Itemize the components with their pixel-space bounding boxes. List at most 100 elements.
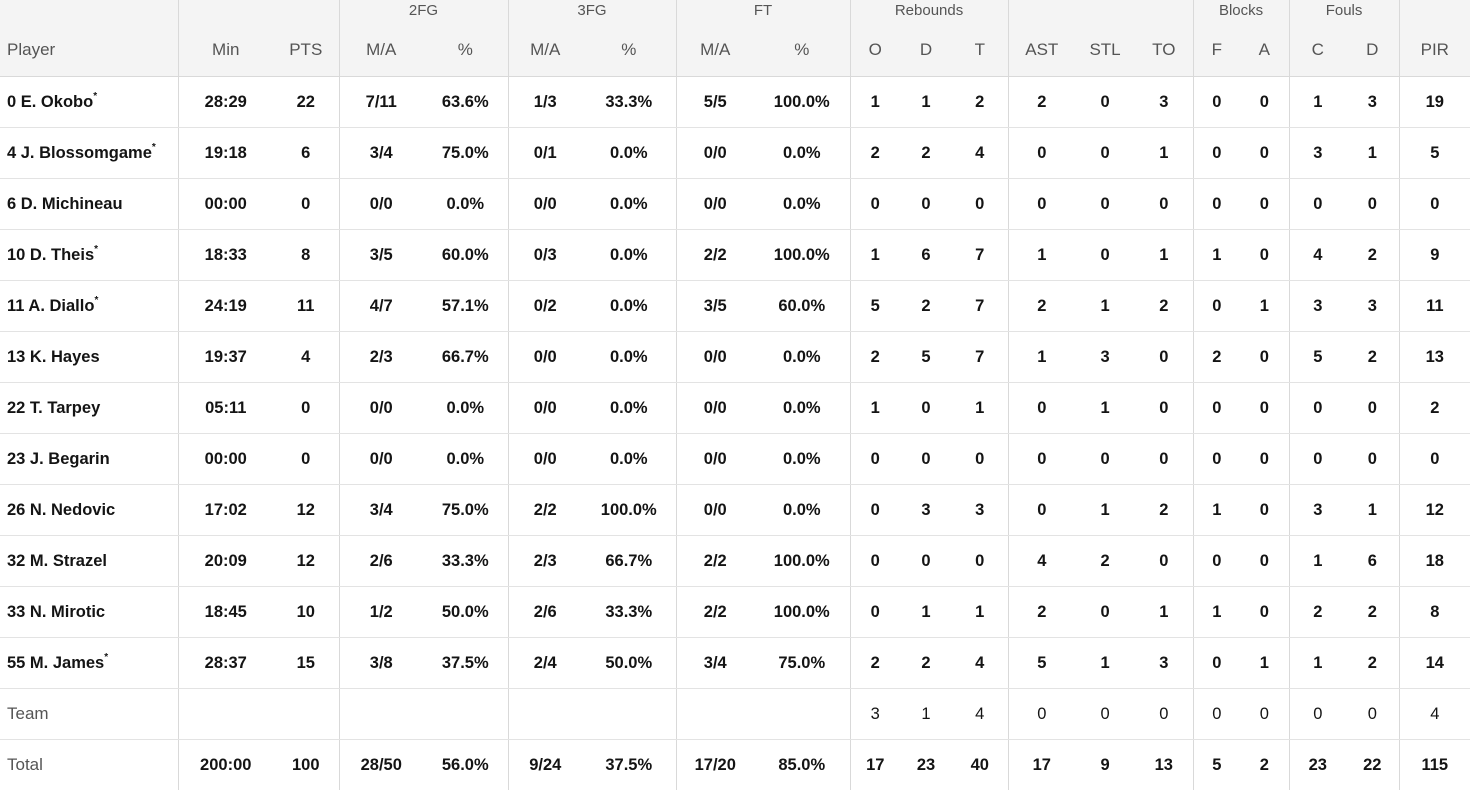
cell-player[interactable]: 11 A. Diallo*	[0, 281, 178, 332]
col-reb-t[interactable]: T	[952, 24, 1008, 77]
cell-player[interactable]: 0 E. Okobo*	[0, 77, 178, 128]
cell-ast: 0	[1008, 434, 1075, 485]
cell-blk-f: 5	[1193, 740, 1240, 790]
cell-to: 0	[1135, 179, 1193, 230]
cell-ft-pct: 0.0%	[754, 128, 850, 179]
cell-pts: 15	[273, 638, 339, 689]
cell-reb-d: 1	[900, 587, 952, 638]
player-name[interactable]: 6 D. Michineau	[7, 195, 123, 213]
cell-player[interactable]: 6 D. Michineau	[0, 179, 178, 230]
cell-reb-o: 2	[850, 332, 900, 383]
cell-blk-f: 0	[1193, 281, 1240, 332]
cell-player[interactable]: 23 J. Begarin	[0, 434, 178, 485]
cell-player[interactable]: 4 J. Blossomgame*	[0, 128, 178, 179]
cell-reb-t: 4	[952, 689, 1008, 740]
col-3fg-pct[interactable]: %	[582, 24, 676, 77]
cell-fg2-pct: 63.6%	[423, 77, 508, 128]
cell-min: 19:37	[178, 332, 273, 383]
cell-fg2-ma: 7/11	[339, 77, 423, 128]
col-ft-pct[interactable]: %	[754, 24, 850, 77]
cell-pts: 12	[273, 536, 339, 587]
col-player[interactable]: Player	[0, 24, 178, 77]
cell-foul-c: 4	[1289, 230, 1346, 281]
col-2fg-ma[interactable]: M/A	[339, 24, 423, 77]
cell-foul-c: 23	[1289, 740, 1346, 790]
group-spacer-misc	[1008, 0, 1193, 24]
cell-fg2-pct: 66.7%	[423, 332, 508, 383]
cell-player[interactable]: 33 N. Mirotic	[0, 587, 178, 638]
col-reb-d[interactable]: D	[900, 24, 952, 77]
cell-blk-a: 0	[1240, 689, 1289, 740]
group-spacer-pir	[1399, 0, 1470, 24]
cell-player[interactable]: 22 T. Tarpey	[0, 383, 178, 434]
cell-ft-pct: 0.0%	[754, 383, 850, 434]
col-2fg-pct[interactable]: %	[423, 24, 508, 77]
col-blk-f[interactable]: F	[1193, 24, 1240, 77]
player-name[interactable]: 10 D. Theis	[7, 246, 94, 264]
cell-ft-ma: 0/0	[676, 485, 754, 536]
player-name[interactable]: 4 J. Blossomgame	[7, 144, 152, 162]
player-name[interactable]: 32 M. Strazel	[7, 552, 107, 570]
cell-fg3-pct: 0.0%	[582, 332, 676, 383]
cell-blk-f: 0	[1193, 434, 1240, 485]
player-name[interactable]: 0 E. Okobo	[7, 93, 93, 111]
player-name[interactable]: 33 N. Mirotic	[7, 603, 105, 621]
cell-fg3-ma: 0/3	[508, 230, 582, 281]
starter-marker: *	[94, 244, 98, 255]
cell-pts: 10	[273, 587, 339, 638]
cell-ft-ma: 3/5	[676, 281, 754, 332]
cell-fg3-ma: 0/2	[508, 281, 582, 332]
cell-foul-d: 3	[1346, 281, 1399, 332]
group-spacer-player	[0, 0, 178, 24]
cell-ast: 0	[1008, 383, 1075, 434]
player-name[interactable]: 23 J. Begarin	[7, 450, 110, 468]
cell-pir: 19	[1399, 77, 1470, 128]
cell-fg2-ma: 28/50	[339, 740, 423, 790]
cell-min: 17:02	[178, 485, 273, 536]
col-blk-a[interactable]: A	[1240, 24, 1289, 77]
cell-player[interactable]: 10 D. Theis*	[0, 230, 178, 281]
player-name[interactable]: 13 K. Hayes	[7, 348, 100, 366]
group-ft: FT	[676, 0, 850, 24]
cell-ft-pct: 0.0%	[754, 332, 850, 383]
cell-player[interactable]: 32 M. Strazel	[0, 536, 178, 587]
cell-player[interactable]: 55 M. James*	[0, 638, 178, 689]
cell-pir: 18	[1399, 536, 1470, 587]
col-to[interactable]: TO	[1135, 24, 1193, 77]
col-pir[interactable]: PIR	[1399, 24, 1470, 77]
col-min[interactable]: Min	[178, 24, 273, 77]
cell-to: 0	[1135, 332, 1193, 383]
cell-to: 3	[1135, 638, 1193, 689]
player-name[interactable]: 22 T. Tarpey	[7, 399, 100, 417]
header-group-row: 2FG 3FG FT Rebounds Blocks Fouls	[0, 0, 1470, 24]
cell-min: 05:11	[178, 383, 273, 434]
col-reb-o[interactable]: O	[850, 24, 900, 77]
cell-player[interactable]: 26 N. Nedovic	[0, 485, 178, 536]
cell-ft-ma: 5/5	[676, 77, 754, 128]
cell-foul-c: 3	[1289, 128, 1346, 179]
cell-reb-o: 1	[850, 77, 900, 128]
col-ast[interactable]: AST	[1008, 24, 1075, 77]
col-foul-d[interactable]: D	[1346, 24, 1399, 77]
cell-ast: 4	[1008, 536, 1075, 587]
cell-fg2-pct: 50.0%	[423, 587, 508, 638]
cell-reb-t: 3	[952, 485, 1008, 536]
cell-reb-d: 0	[900, 434, 952, 485]
cell-fg2-ma	[339, 689, 423, 740]
col-ft-ma[interactable]: M/A	[676, 24, 754, 77]
player-name[interactable]: 11 A. Diallo	[7, 297, 94, 315]
player-name[interactable]: 26 N. Nedovic	[7, 501, 115, 519]
cell-pts: 0	[273, 383, 339, 434]
cell-blk-a: 1	[1240, 638, 1289, 689]
cell-player[interactable]: 13 K. Hayes	[0, 332, 178, 383]
cell-reb-t: 4	[952, 638, 1008, 689]
player-name[interactable]: 55 M. James	[7, 654, 104, 672]
col-foul-c[interactable]: C	[1289, 24, 1346, 77]
cell-fg3-ma: 0/0	[508, 332, 582, 383]
col-pts[interactable]: PTS	[273, 24, 339, 77]
col-3fg-ma[interactable]: M/A	[508, 24, 582, 77]
cell-fg2-pct: 75.0%	[423, 485, 508, 536]
col-stl[interactable]: STL	[1075, 24, 1135, 77]
cell-foul-d: 2	[1346, 638, 1399, 689]
